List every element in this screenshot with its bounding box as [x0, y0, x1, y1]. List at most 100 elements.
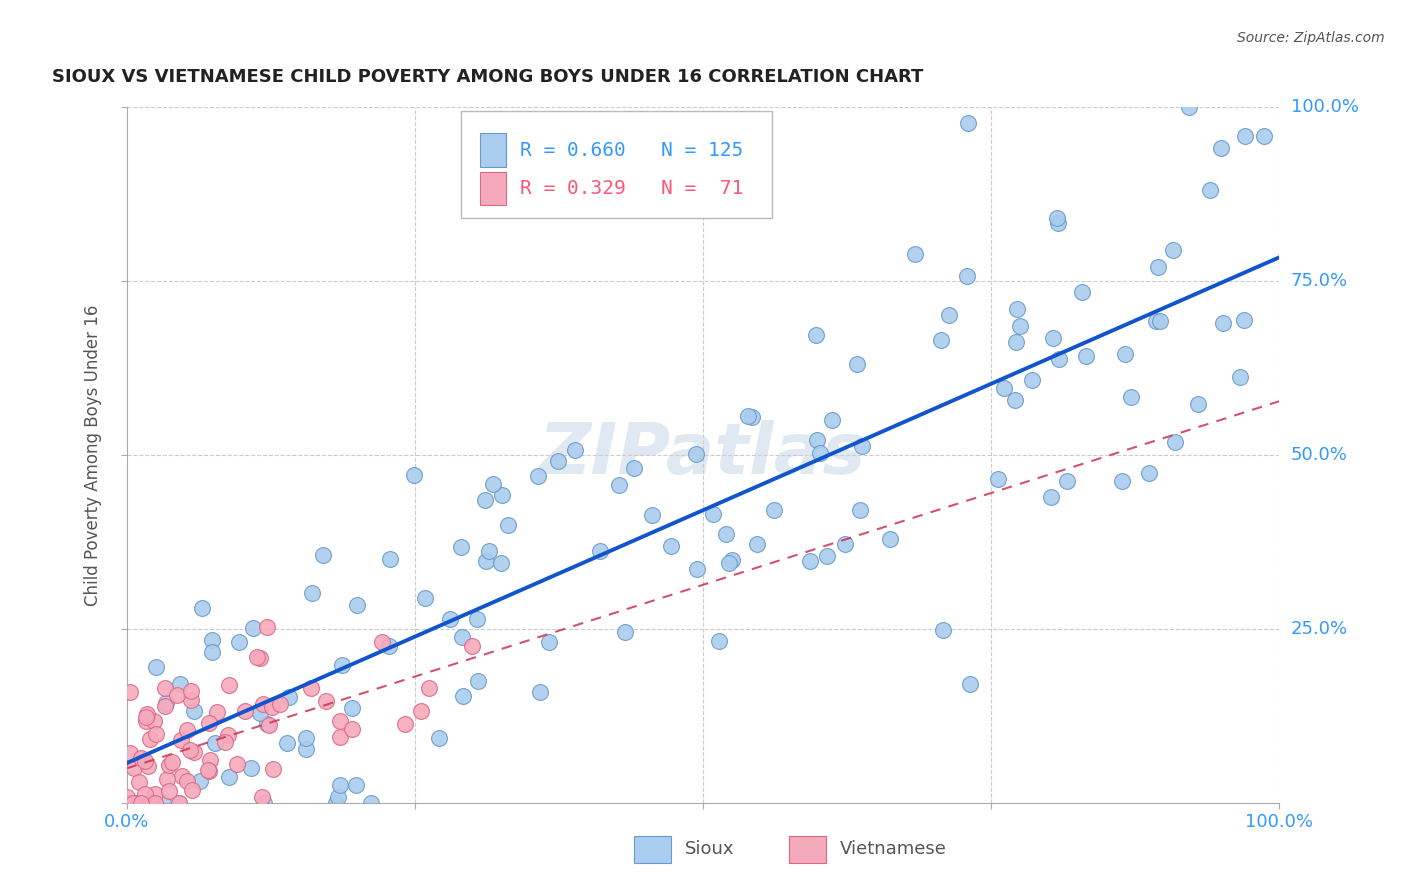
Point: [330, 657, 353, 672]
Point: [1010, 319, 1032, 334]
Point: [1187, 397, 1209, 411]
Point: [465, 612, 488, 626]
Point: [938, 308, 960, 322]
Point: [1021, 373, 1043, 387]
Point: [269, 697, 291, 711]
Point: [122, 796, 145, 810]
Point: [741, 410, 763, 425]
Point: [834, 537, 856, 551]
Point: [218, 678, 240, 692]
Point: [496, 517, 519, 532]
Point: [720, 553, 742, 567]
Point: [1071, 285, 1094, 299]
Point: [714, 527, 737, 541]
Point: [380, 552, 402, 566]
Point: [529, 685, 551, 699]
Point: [141, 796, 163, 810]
Point: [118, 685, 141, 699]
Point: [295, 731, 318, 745]
Point: [344, 778, 367, 792]
Point: [815, 549, 838, 563]
Point: [120, 746, 142, 760]
Point: [124, 796, 146, 810]
Point: [475, 554, 498, 568]
Point: [1253, 128, 1275, 143]
Text: SIOUX VS VIETNAMESE CHILD POVERTY AMONG BOYS UNDER 16 CORRELATION CHART: SIOUX VS VIETNAMESE CHILD POVERTY AMONG …: [52, 68, 922, 86]
Point: [139, 796, 162, 810]
Text: ZIPatlas: ZIPatlas: [540, 420, 866, 490]
Text: 25.0%: 25.0%: [1291, 620, 1348, 638]
Point: [143, 796, 166, 810]
Text: 75.0%: 75.0%: [1291, 272, 1348, 290]
Point: [461, 640, 484, 654]
Bar: [790, 836, 827, 863]
Point: [537, 634, 560, 648]
Point: [115, 796, 138, 810]
Point: [1178, 100, 1201, 114]
Point: [845, 357, 868, 371]
Point: [1042, 331, 1064, 345]
Point: [157, 783, 180, 797]
Point: [128, 775, 150, 789]
Point: [474, 493, 496, 508]
Text: R = 0.660   N = 125: R = 0.660 N = 125: [520, 141, 742, 160]
Point: [205, 705, 228, 719]
Point: [1164, 435, 1187, 450]
Point: [122, 796, 145, 810]
Point: [143, 714, 166, 728]
Text: Vietnamese: Vietnamese: [841, 840, 948, 858]
Point: [987, 472, 1010, 486]
Point: [198, 764, 221, 778]
Point: [183, 745, 205, 759]
Point: [135, 714, 157, 728]
Text: Sioux: Sioux: [685, 840, 734, 858]
Point: [198, 753, 221, 767]
Point: [246, 650, 269, 665]
Point: [257, 718, 280, 732]
Point: [162, 755, 184, 769]
Point: [226, 756, 249, 771]
Point: [180, 783, 202, 797]
Point: [685, 447, 707, 461]
Point: [228, 634, 250, 648]
Point: [153, 699, 176, 714]
Point: [589, 543, 612, 558]
Point: [371, 634, 394, 648]
Point: [129, 796, 152, 810]
Point: [745, 537, 768, 551]
Point: [450, 540, 472, 554]
Point: [326, 789, 349, 804]
Point: [301, 586, 323, 600]
Point: [409, 704, 432, 718]
Point: [956, 116, 979, 130]
Point: [156, 772, 179, 786]
Point: [329, 778, 352, 792]
Point: [136, 759, 159, 773]
Point: [1047, 351, 1070, 366]
Point: [1233, 313, 1256, 327]
Point: [122, 796, 145, 810]
Point: [170, 769, 193, 783]
Point: [609, 477, 631, 491]
Point: [134, 754, 156, 768]
Point: [278, 690, 301, 705]
Point: [176, 723, 198, 738]
Point: [139, 731, 162, 746]
Text: 100.0%: 100.0%: [1291, 98, 1358, 116]
Point: [453, 690, 475, 704]
Point: [239, 761, 262, 775]
Point: [180, 683, 202, 698]
Point: [188, 773, 211, 788]
Point: [135, 706, 157, 721]
Point: [342, 722, 364, 736]
Bar: [481, 134, 506, 167]
Point: [1139, 466, 1161, 480]
Text: Source: ZipAtlas.com: Source: ZipAtlas.com: [1237, 31, 1385, 45]
Point: [167, 796, 190, 810]
Point: [737, 409, 759, 424]
Point: [1209, 141, 1232, 155]
Point: [808, 446, 831, 460]
Point: [342, 701, 364, 715]
Point: [1233, 129, 1256, 144]
Point: [260, 699, 283, 714]
